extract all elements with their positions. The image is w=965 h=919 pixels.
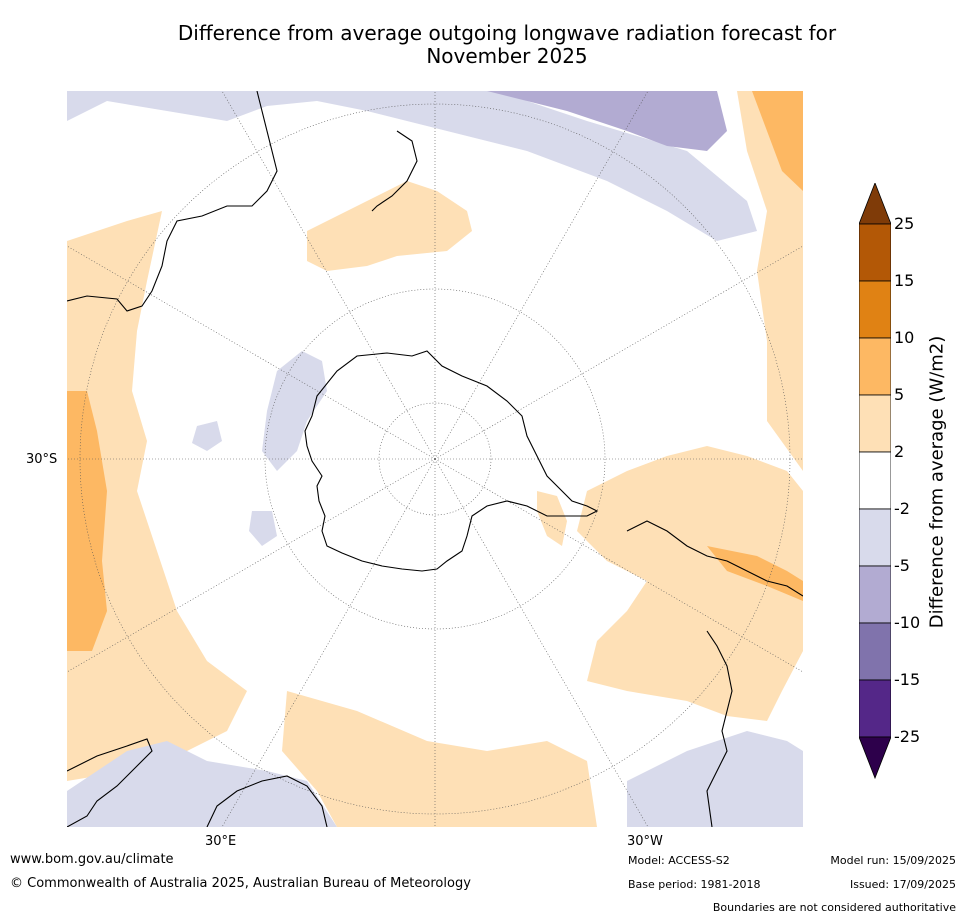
lon-label-30w: 30°W bbox=[627, 834, 663, 849]
australia-coast bbox=[67, 91, 278, 312]
disclaimer-text: Boundaries are not considered authoritat… bbox=[712, 901, 956, 914]
africa-coast bbox=[67, 738, 153, 827]
anomaly-map bbox=[67, 91, 803, 827]
fill-positive-left bbox=[67, 211, 247, 781]
title-line-2: November 2025 bbox=[426, 44, 588, 68]
website-link[interactable]: www.bom.gov.au/climate bbox=[10, 852, 174, 867]
map-title: Difference from average outgoing longwav… bbox=[67, 22, 947, 68]
colorbar-tick: 10 bbox=[894, 328, 915, 347]
fill-negative-patch-1 bbox=[262, 351, 327, 471]
model-run-text: Model run: 15/09/2025 bbox=[830, 854, 956, 867]
colorbar-extend-min bbox=[859, 736, 891, 780]
anomaly-fills bbox=[67, 91, 803, 827]
colorbar-segment bbox=[859, 280, 891, 339]
fill-positive-top-right-strong bbox=[752, 91, 803, 191]
colorbar-extend-max bbox=[859, 183, 891, 225]
title-line-1: Difference from average outgoing longwav… bbox=[177, 21, 837, 45]
fill-negative-top bbox=[67, 91, 757, 241]
polar-map-svg bbox=[67, 91, 803, 827]
fill-positive-nz bbox=[307, 181, 472, 271]
nz-coast bbox=[371, 130, 418, 212]
colorbar bbox=[859, 183, 891, 780]
fill-positive-sa-strong bbox=[707, 546, 803, 601]
fill-positive-left-strong bbox=[67, 391, 107, 651]
colorbar-segment bbox=[859, 451, 891, 510]
coastlines bbox=[67, 91, 803, 827]
colorbar-tick: -15 bbox=[894, 670, 921, 689]
fill-negative-top-mid bbox=[487, 91, 727, 151]
fill-positive-peninsula bbox=[537, 491, 567, 546]
antarctica-coast bbox=[304, 350, 599, 572]
colorbar-tick: 2 bbox=[894, 442, 905, 461]
copyright-text: © Commonwealth of Australia 2025, Austra… bbox=[10, 876, 471, 891]
fill-positive-south-america bbox=[577, 446, 803, 721]
africa-coast-2 bbox=[206, 775, 328, 827]
colorbar-tick: 5 bbox=[894, 385, 905, 404]
colorbar-segment bbox=[859, 337, 891, 396]
fill-negative-bottom-right bbox=[627, 731, 803, 827]
south-america-coast-2 bbox=[706, 630, 733, 827]
colorbar-segment bbox=[859, 565, 891, 624]
model-text: Model: ACCESS-S2 bbox=[628, 854, 730, 867]
colorbar-tick: -10 bbox=[894, 613, 921, 632]
colorbar-tick: -25 bbox=[894, 727, 921, 746]
lon-label-30e: 30°E bbox=[205, 834, 237, 849]
base-period-text: Base period: 1981-2018 bbox=[628, 878, 761, 891]
colorbar-segment bbox=[859, 394, 891, 453]
colorbar-segment bbox=[859, 622, 891, 681]
graticule bbox=[67, 91, 803, 827]
colorbar-segment bbox=[859, 508, 891, 567]
fill-positive-bottom bbox=[282, 691, 597, 827]
fill-positive-top-right bbox=[737, 91, 803, 471]
colorbar-label: Difference from average (W/m2) bbox=[926, 335, 948, 629]
south-america-coast bbox=[626, 520, 803, 597]
colorbar-tick: 25 bbox=[894, 214, 915, 233]
lat-label-30s: 30°S bbox=[26, 452, 58, 467]
colorbar-tick: -2 bbox=[894, 499, 910, 518]
colorbar-segment bbox=[859, 223, 891, 282]
colorbar-tick: -5 bbox=[894, 556, 910, 575]
issued-text: Issued: 17/09/2025 bbox=[849, 878, 956, 891]
fill-negative-patch-2 bbox=[192, 421, 222, 451]
colorbar-tick: 15 bbox=[894, 271, 915, 290]
fill-negative-bottom-left bbox=[67, 741, 337, 827]
colorbar-segment bbox=[859, 679, 891, 738]
fill-negative-patch-3 bbox=[249, 511, 277, 546]
